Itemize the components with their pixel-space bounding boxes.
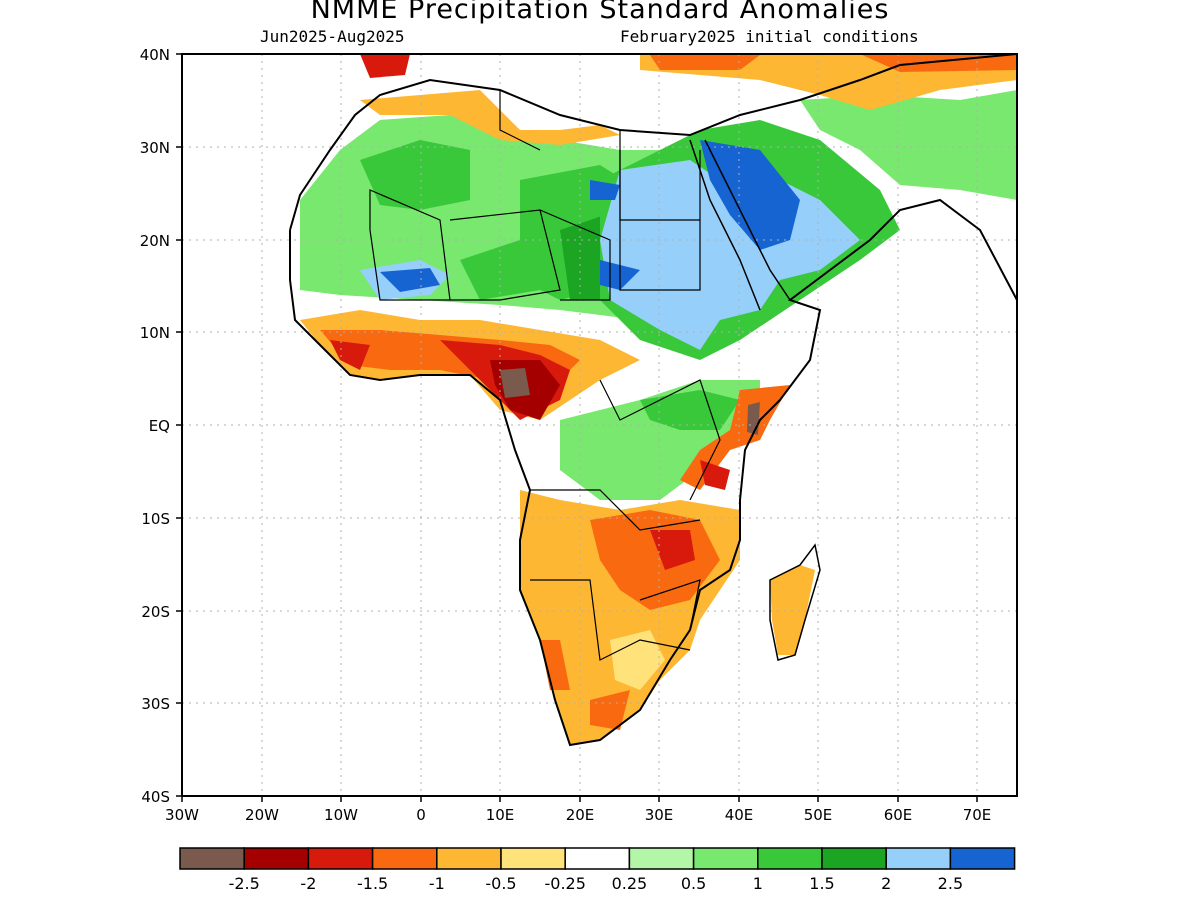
colorbar-swatch [436,847,502,870]
lat-label: 40S [141,788,170,806]
colorbar-label: -2 [300,874,316,893]
anomaly-field [290,54,1017,745]
kenya-brown [747,402,760,435]
colorbar-label: -1.5 [357,874,388,893]
colorbar-swatch [243,847,310,870]
colorbar-label: 0.5 [681,874,706,893]
colorbar-label: 1 [753,874,763,893]
spain-dry [360,54,410,78]
mali-deep-blue [380,268,440,292]
lat-label: 40N [140,46,170,64]
lon-label: 30E [645,806,674,824]
colorbar: -2.5 -2 -1.5 -1 -0.5 -0.25 0.25 0.5 1 1.5 2 2.5 [179,847,1016,893]
initial-conditions: February2025 initial conditions [620,27,919,46]
colorbar-swatch [564,847,631,870]
colorbar-label: 0.25 [612,874,648,893]
arabia-north-wet [800,90,1017,200]
zambia-extreme-dry [650,460,730,570]
colorbar-swatch [692,847,759,870]
namibia-light-dry [610,630,665,690]
colorbar-swatch [885,847,952,870]
madagascar-dry [770,565,815,655]
colorbar-label: 2.5 [938,874,963,893]
lon-label: 10W [324,806,358,824]
north-africa-dry [360,90,620,145]
madagascar-coast [769,543,821,661]
lon-label: 20E [566,806,595,824]
lon-label: 50E [804,806,833,824]
iran-dry-strong [650,54,1017,72]
lat-label: 20N [140,232,170,250]
lon-label: 70E [963,806,992,824]
colorbar-swatch [628,847,695,870]
lat-label: EQ [149,417,170,435]
colorbar-swatch [949,847,1016,870]
colorbar-label: -1 [429,874,445,893]
map-title: NMME Precipitation Standard Anomalies [310,0,890,25]
colorbar-swatch [179,847,245,870]
colorbar-swatch [757,847,823,870]
lat-label: 10N [140,324,170,342]
colorbar-label: -2.5 [229,874,260,893]
lat-label: 30S [141,695,170,713]
lon-label: 0 [416,806,426,824]
lon-label: 30W [165,806,199,824]
colorbar-swatch [371,847,438,870]
lat-label: 20S [141,603,170,621]
coastline [289,53,1018,747]
forecast-period: Jun2025-Aug2025 [260,27,405,46]
colorbar-label: 1.5 [809,874,834,893]
lon-label: 40E [725,806,754,824]
arabia-deep-blue [590,140,800,290]
colorbar-label: 2 [881,874,891,893]
east-africa-core-wet [640,390,740,430]
lon-label: 20W [245,806,279,824]
lat-label: 30N [140,139,170,157]
colorbar-swatch [821,847,887,870]
lon-label: 60E [884,806,913,824]
lat-label: 10S [141,510,170,528]
latitude-labels: 40N 30N 20N 10N EQ 10S 20S 30S 40S [140,46,170,806]
graticule [182,54,1017,796]
colorbar-swatch [307,847,374,870]
longitude-labels: 30W 20W 10W 0 10E 20E 30E 40E 50E 60E 70… [165,806,991,824]
colorbar-label: -0.25 [544,874,585,893]
colorbar-swatch [500,847,566,870]
colorbar-label: -0.5 [485,874,516,893]
lon-label: 10E [486,806,515,824]
cameroon-brown [500,368,530,398]
axis-ticks [176,53,978,802]
country-borders [369,90,721,661]
